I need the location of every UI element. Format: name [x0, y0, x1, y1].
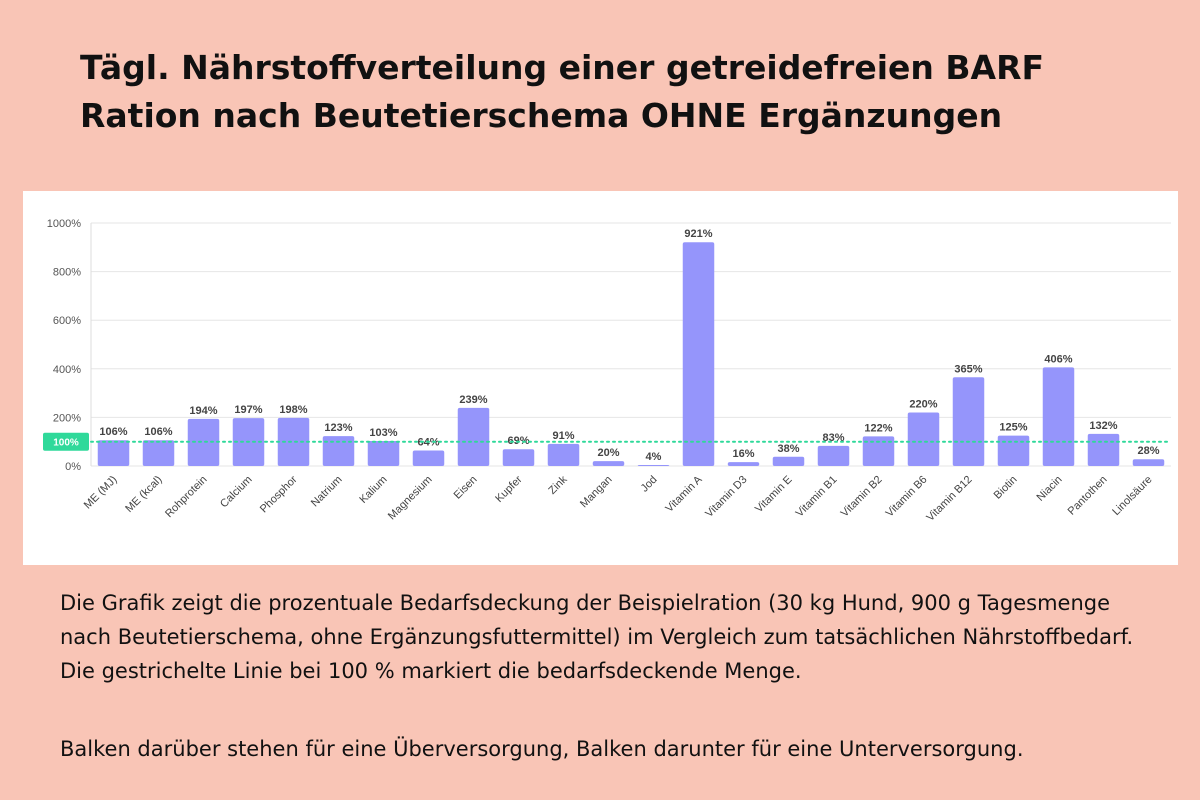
x-tick-label: Vitamin A	[663, 473, 705, 515]
data-label: 123%	[324, 422, 352, 434]
x-tick-label: Niacin	[1035, 474, 1065, 504]
data-label: 921%	[684, 228, 712, 240]
data-label: 28%	[1137, 445, 1159, 457]
x-tick-label: Kupfer	[493, 473, 525, 505]
x-tick-label: Vitamin E	[753, 474, 795, 516]
bar	[817, 445, 850, 466]
bar-chart: 0% 200% 400% 600% 800% 1000% 106% ME (MJ) 106% ME…	[43, 218, 1172, 524]
x-tick-label: Natrium	[309, 474, 345, 510]
bar	[682, 242, 715, 466]
bar	[547, 443, 580, 466]
bar	[1087, 433, 1120, 466]
x-tick-label: Biotin	[992, 474, 1020, 502]
x-tick-label: Kalium	[357, 474, 389, 506]
x-tick-label: Jod	[639, 474, 660, 495]
data-label: 20%	[597, 447, 619, 459]
bar	[907, 412, 940, 466]
y-tick-label: 800%	[53, 267, 81, 279]
bar	[97, 440, 130, 466]
y-tick-label: 1000%	[47, 218, 81, 230]
bar	[502, 449, 535, 466]
bar	[997, 435, 1030, 466]
x-tick-label: Eisen	[452, 474, 480, 502]
bar	[277, 417, 310, 466]
data-label: 106%	[144, 426, 172, 438]
bar	[727, 462, 760, 466]
x-tick-label: Linolsäure	[1110, 474, 1154, 518]
data-label: 198%	[279, 404, 307, 416]
bar	[772, 456, 805, 466]
data-label: 106%	[99, 426, 127, 438]
data-label: 197%	[234, 404, 262, 416]
data-label: 83%	[822, 432, 844, 444]
bar	[1132, 459, 1165, 466]
x-tick-label: Vitamin B2	[839, 474, 885, 520]
bar	[367, 440, 400, 466]
x-tick-label: Calcium	[218, 474, 255, 511]
bar	[1042, 367, 1075, 466]
bar	[952, 377, 985, 466]
data-label: 365%	[954, 363, 982, 375]
data-label: 125%	[999, 422, 1027, 434]
chart-note: Balken darüber stehen für eine Überverso…	[60, 737, 1024, 761]
data-label: 103%	[369, 427, 397, 439]
chart-description: Die Grafik zeigt die prozentuale Bedarfs…	[60, 591, 1134, 683]
page-title: Tägl. Nährstoffverteilung einer getreide…	[80, 48, 1045, 135]
reference-badge	[43, 432, 89, 451]
bar	[322, 436, 355, 466]
x-tick-label: ME (MJ)	[82, 474, 120, 512]
bar	[412, 450, 445, 466]
x-tick-label: Pantothen	[1066, 474, 1110, 518]
chart-card: 0% 200% 400% 600% 800% 1000% 106% ME (MJ) 106% ME…	[23, 191, 1178, 565]
x-tick-label: Vitamin B12	[924, 474, 974, 524]
data-label: 239%	[459, 394, 487, 406]
bar	[637, 465, 670, 466]
data-label: 4%	[646, 451, 662, 463]
data-label: 91%	[552, 430, 574, 442]
data-label: 16%	[732, 448, 754, 460]
x-tick-label: Magnesium	[386, 474, 435, 523]
bar	[862, 436, 895, 466]
bar	[592, 461, 625, 466]
data-label: 406%	[1044, 353, 1072, 365]
y-tick-label: 0%	[65, 461, 81, 473]
y-tick-label: 200%	[53, 412, 81, 424]
x-tick-label: Vitamin D3	[703, 474, 749, 520]
data-label: 38%	[777, 443, 799, 455]
y-tick-label: 400%	[53, 364, 81, 376]
data-label: 122%	[864, 422, 892, 434]
x-tick-label: Rohprotein	[163, 474, 210, 521]
bar	[142, 440, 175, 466]
reference-label: 100%	[53, 438, 79, 449]
x-tick-label: Vitamin B1	[794, 474, 840, 520]
x-tick-label: Mangan	[578, 474, 615, 511]
data-label: 194%	[189, 405, 217, 417]
bar	[187, 418, 220, 466]
data-label: 220%	[909, 399, 937, 411]
x-tick-label: Zink	[546, 473, 570, 497]
data-label: 132%	[1089, 420, 1117, 432]
x-tick-label: Phosphor	[258, 473, 300, 515]
y-tick-label: 600%	[53, 315, 81, 327]
x-tick-label: ME (kcal)	[123, 474, 164, 515]
bar	[457, 407, 490, 466]
x-tick-label: Vitamin B6	[884, 474, 930, 520]
